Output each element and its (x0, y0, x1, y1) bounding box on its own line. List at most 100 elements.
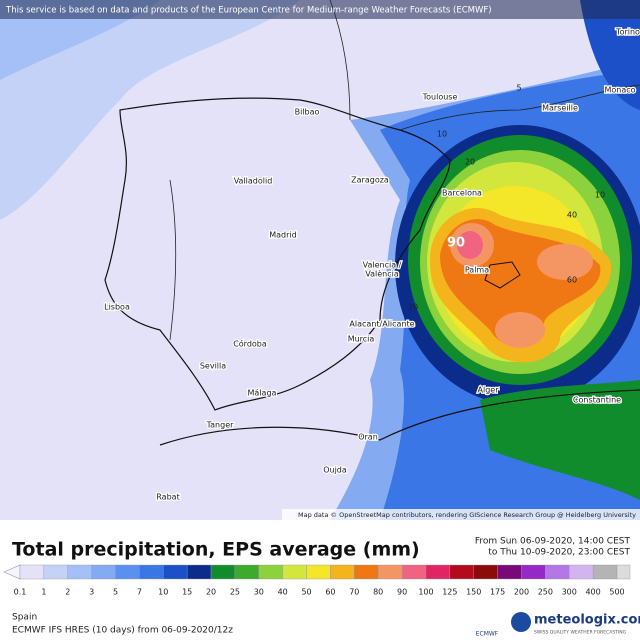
scale-label: 500 (609, 588, 624, 597)
city-label: Málaga (248, 389, 277, 398)
scale-label: 15 (182, 588, 192, 597)
banner-bg (0, 0, 640, 19)
city-label: Toulouse (422, 93, 458, 102)
scale-swatch (234, 564, 259, 580)
scale-swatch (330, 564, 355, 580)
contour-label: 10 (437, 130, 447, 139)
scale-swatch (282, 564, 307, 580)
scale-label: 400 (585, 588, 600, 597)
contour-label: 90 (447, 236, 465, 251)
scale-label: 250 (538, 588, 553, 597)
scale-swatch (592, 564, 618, 580)
city-label: Constantine (573, 396, 621, 405)
brand-name: meteologix.com (534, 613, 640, 628)
scale-swatch (473, 564, 498, 580)
city-label: Barcelona (442, 189, 482, 198)
city-label: Sevilla (200, 362, 226, 371)
scale-label: 200 (514, 588, 529, 597)
contour-label: 5 (516, 84, 521, 93)
scale-swatch (258, 564, 283, 580)
banner: This service is based on data and produc… (5, 6, 492, 16)
scale-swatch (43, 564, 68, 580)
scale-label: 50 (301, 588, 311, 597)
scale-swatch (569, 564, 594, 580)
scale-label: 90 (397, 588, 407, 597)
scale-label: 7 (137, 588, 142, 597)
scale-swatch (545, 564, 570, 580)
scale-label: 300 (562, 588, 577, 597)
city-label: Zaragoza (351, 176, 389, 185)
rain-area (580, 0, 640, 110)
coastline (159, 389, 640, 446)
scale-swatch (139, 564, 164, 580)
attribution: Map data © OpenStreetMap contributors, r… (298, 511, 636, 519)
scale-swatch (449, 564, 474, 580)
city-label: Alger (478, 386, 500, 395)
city-label: Valladolid (234, 177, 273, 186)
city-label: Bilbao (295, 108, 320, 117)
scale-swatch (210, 564, 236, 580)
scale-label: 175 (490, 588, 505, 597)
title: Total precipitation, EPS average (mm) (12, 539, 420, 561)
scale-label: 5 (113, 588, 118, 597)
scale-swatch (163, 564, 188, 580)
rain-area (457, 231, 483, 259)
city-label: València (365, 269, 399, 279)
rain-area (537, 244, 593, 280)
period-from: From Sun 06-09-2020, 14:00 CEST (475, 537, 631, 547)
scale-label: 20 (206, 588, 216, 597)
contour-label: 10 (595, 191, 605, 200)
scale-label: 0.1 (14, 588, 27, 597)
city-label: Madrid (269, 231, 296, 240)
coastline (484, 261, 521, 289)
ecmwf-logo: ECMWF (476, 631, 499, 638)
rain-area (0, 0, 160, 80)
rain-area (0, 0, 300, 220)
region: Spain (12, 613, 37, 623)
city-label: Alacant/Alicante (349, 320, 414, 329)
scale-label: 150 (466, 588, 481, 597)
scale-swatch (115, 564, 140, 580)
brand-tagline: SWISS QUALITY WEATHER FORECASTING (534, 630, 627, 636)
city-label: Murcia (348, 335, 375, 344)
scale-label: 3 (89, 588, 94, 597)
city-label: Tanger (206, 421, 235, 430)
scale-label: 125 (442, 588, 457, 597)
logo (511, 612, 531, 632)
scale-swatch (186, 564, 212, 580)
scale-label: 80 (373, 588, 383, 597)
city-label: Torino (615, 28, 640, 37)
scale-label: 2 (65, 588, 70, 597)
scale-swatch (91, 564, 116, 580)
scale-swatch (521, 564, 546, 580)
map: Torino Monaco Toulouse Marseille Bilbao Valla… (0, 0, 640, 520)
model: ECMWF IFS HRES (10 days) from 06-09-2020… (12, 626, 233, 636)
scale-swatch (306, 564, 331, 580)
city-label: Córdoba (233, 339, 267, 349)
city-label: Rabat (156, 493, 179, 502)
contour-label: 40 (567, 211, 577, 220)
coastline (104, 97, 451, 411)
city-label: Lisboa (104, 303, 130, 312)
scale-label: 70 (349, 588, 359, 597)
city-label: Palma (465, 266, 489, 275)
scale-swatch (425, 564, 451, 580)
scale-label: 1 (41, 588, 46, 597)
rain-area (495, 312, 545, 348)
scale-arrow (3, 564, 21, 580)
scale-label: 30 (254, 588, 264, 597)
rain-area (480, 380, 640, 500)
city-label: Valencia / (363, 261, 402, 270)
scale-label: 25 (230, 588, 240, 597)
scale-swatch (401, 564, 427, 580)
scale-swatch (378, 564, 403, 580)
city-label: Oujda (323, 466, 347, 475)
scale-label: 100 (418, 588, 433, 597)
scale-label: 40 (278, 588, 288, 597)
city-label: Marseille (542, 104, 578, 113)
attribution-bg (282, 509, 640, 520)
contour-label: 60 (567, 276, 577, 285)
city-label: Oran (358, 433, 378, 442)
